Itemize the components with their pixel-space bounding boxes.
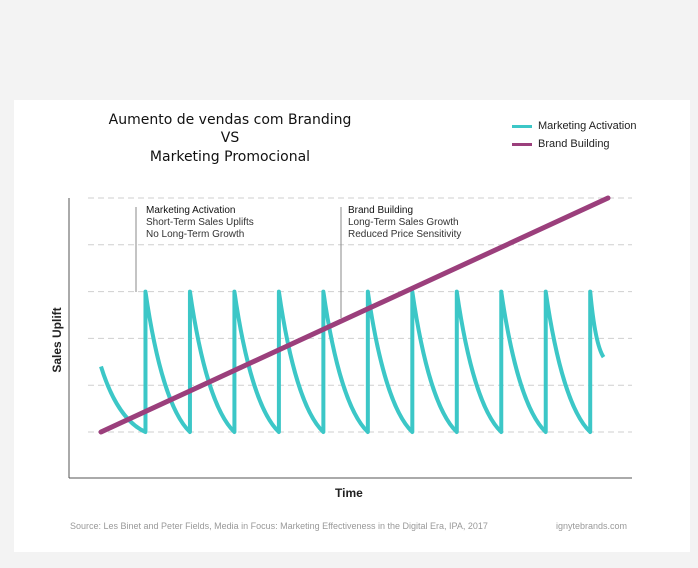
series-brand-building bbox=[98, 195, 611, 435]
annotation-brand-building: Brand Building Long-Term Sales Growth Re… bbox=[348, 205, 461, 241]
legend-label: Marketing Activation bbox=[538, 120, 637, 132]
chart-title-line-2: VS bbox=[220, 130, 240, 146]
brand-credit: ignytebrands.com bbox=[556, 521, 628, 531]
legend-item-marketing-activation: Marketing Activation bbox=[512, 118, 636, 134]
annotation-line: Short-Term Sales Uplifts bbox=[146, 217, 254, 228]
annotation-line: Long-Term Sales Growth bbox=[348, 217, 459, 228]
chart-title-line-3: Marketing Promocional bbox=[149, 149, 311, 165]
x-axis-label: Time bbox=[335, 486, 363, 500]
annotation-line: Reduced Price Sensitivity bbox=[348, 229, 462, 240]
source-note: Source: Les Binet and Peter Fields, Medi… bbox=[70, 521, 488, 531]
annotation-head: Marketing Activation bbox=[146, 205, 236, 216]
annotation-line: No Long-Term Growth bbox=[146, 229, 245, 240]
legend-item-brand-building: Brand Building bbox=[512, 136, 610, 152]
y-axis-label: Sales Uplift bbox=[50, 307, 64, 373]
annotation-head: Brand Building bbox=[348, 205, 414, 216]
legend-swatch-teal bbox=[512, 124, 532, 128]
legend-swatch-purple bbox=[512, 142, 532, 146]
series-marketing-activation bbox=[99, 289, 606, 434]
chart-card bbox=[14, 100, 690, 552]
gridlines bbox=[88, 197, 632, 433]
chart-title-line-1: Aumento de vendas com Branding bbox=[108, 112, 352, 128]
annotation-marketing-activation: Marketing Activation Short-Term Sales Up… bbox=[146, 205, 254, 241]
legend-label: Brand Building bbox=[538, 138, 610, 150]
